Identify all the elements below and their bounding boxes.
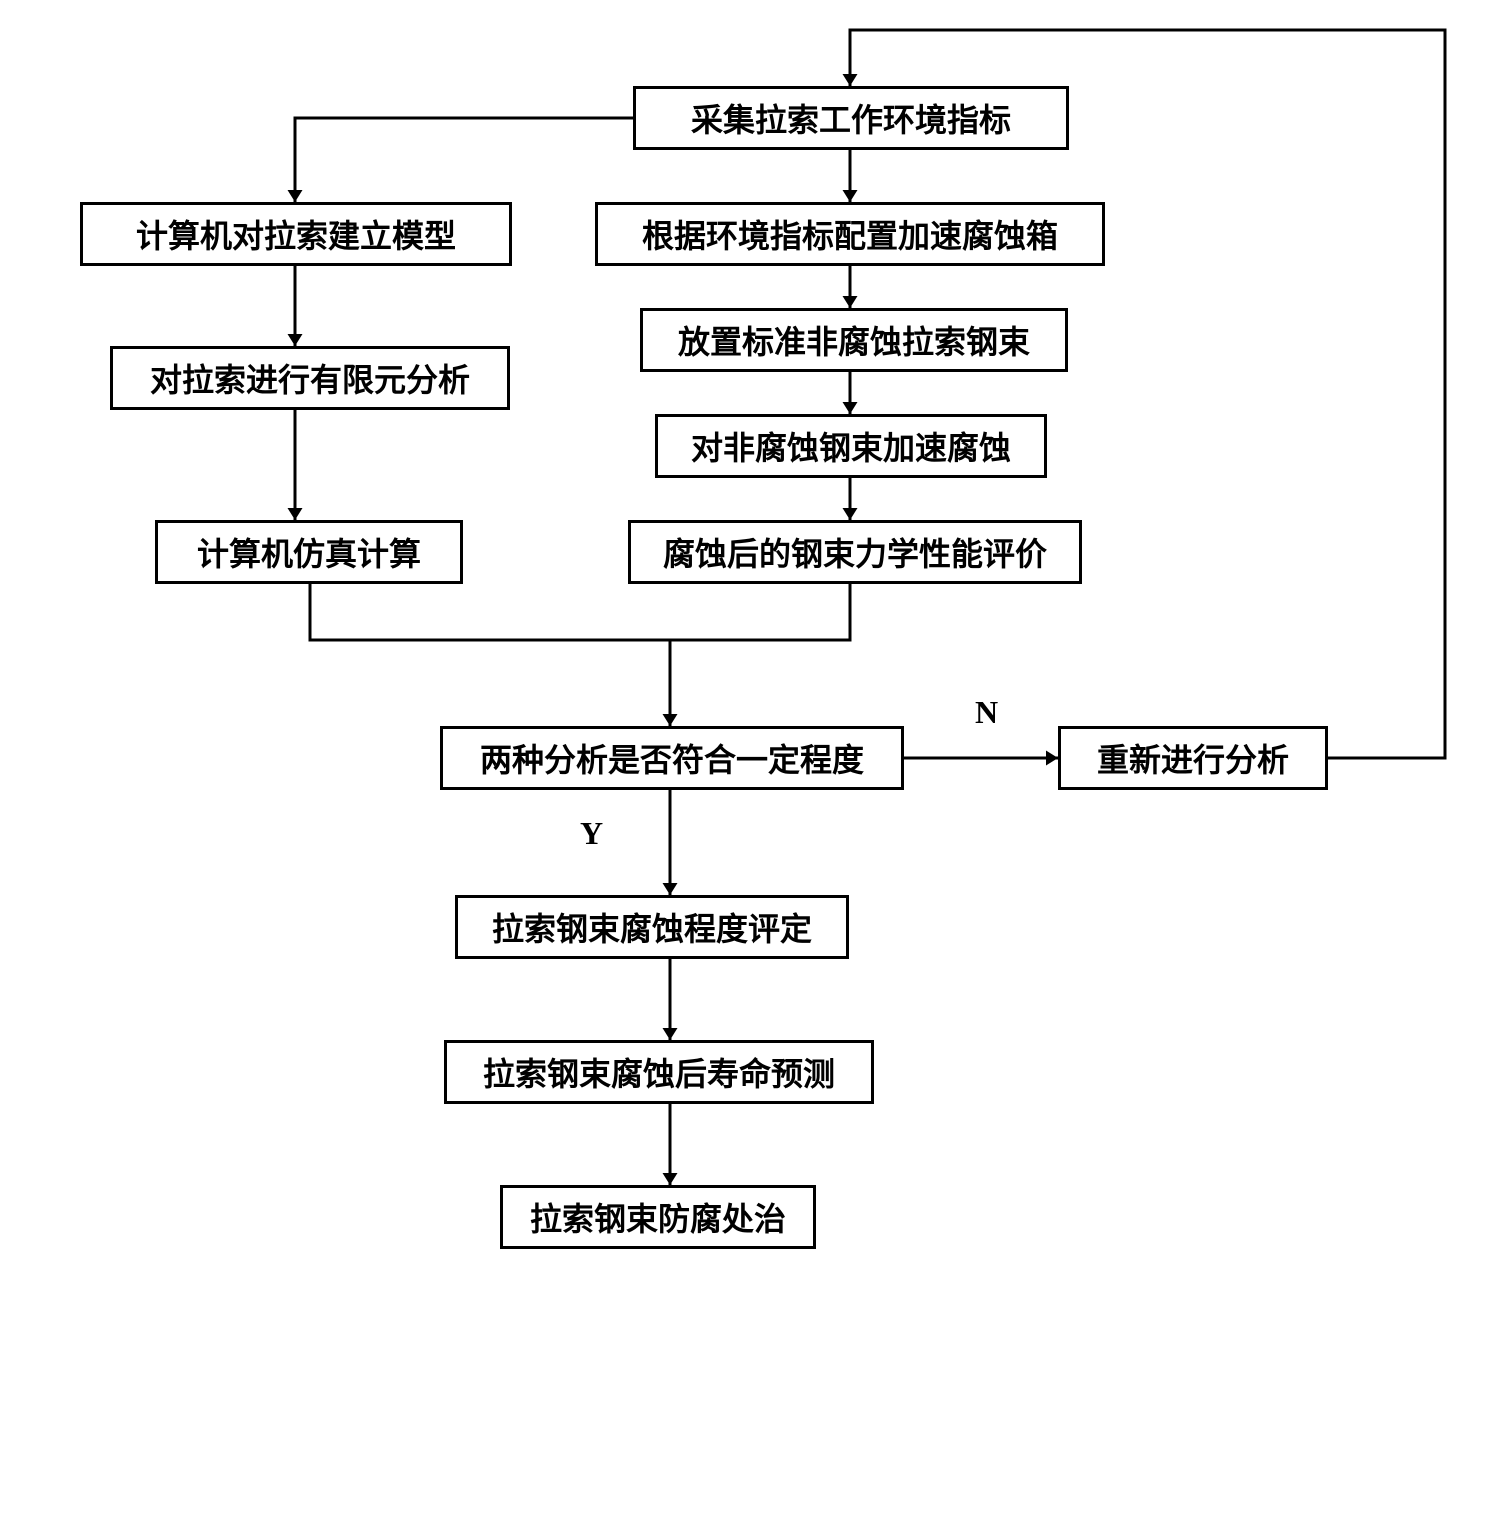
box-corrosion-degree: 拉索钢束腐蚀程度评定 (455, 895, 849, 959)
label-yes: Y (580, 815, 603, 852)
box-build-model: 计算机对拉索建立模型 (80, 202, 512, 266)
box-accelerate-corrosion: 对非腐蚀钢束加速腐蚀 (655, 414, 1047, 478)
box-fea-analysis: 对拉索进行有限元分析 (110, 346, 510, 410)
label-no: N (975, 694, 998, 731)
box-simulation: 计算机仿真计算 (155, 520, 463, 584)
box-reanalyze: 重新进行分析 (1058, 726, 1328, 790)
box-config-corrosion: 根据环境指标配置加速腐蚀箱 (595, 202, 1105, 266)
flowchart-container: 采集拉索工作环境指标 计算机对拉索建立模型 根据环境指标配置加速腐蚀箱 对拉索进… (0, 0, 1503, 1517)
box-decision-match: 两种分析是否符合一定程度 (440, 726, 904, 790)
box-anticorrosion: 拉索钢束防腐处治 (500, 1185, 816, 1249)
box-collect-env: 采集拉索工作环境指标 (633, 86, 1069, 150)
box-mechanical-eval: 腐蚀后的钢束力学性能评价 (628, 520, 1082, 584)
box-place-standard: 放置标准非腐蚀拉索钢束 (640, 308, 1068, 372)
box-life-prediction: 拉索钢束腐蚀后寿命预测 (444, 1040, 874, 1104)
